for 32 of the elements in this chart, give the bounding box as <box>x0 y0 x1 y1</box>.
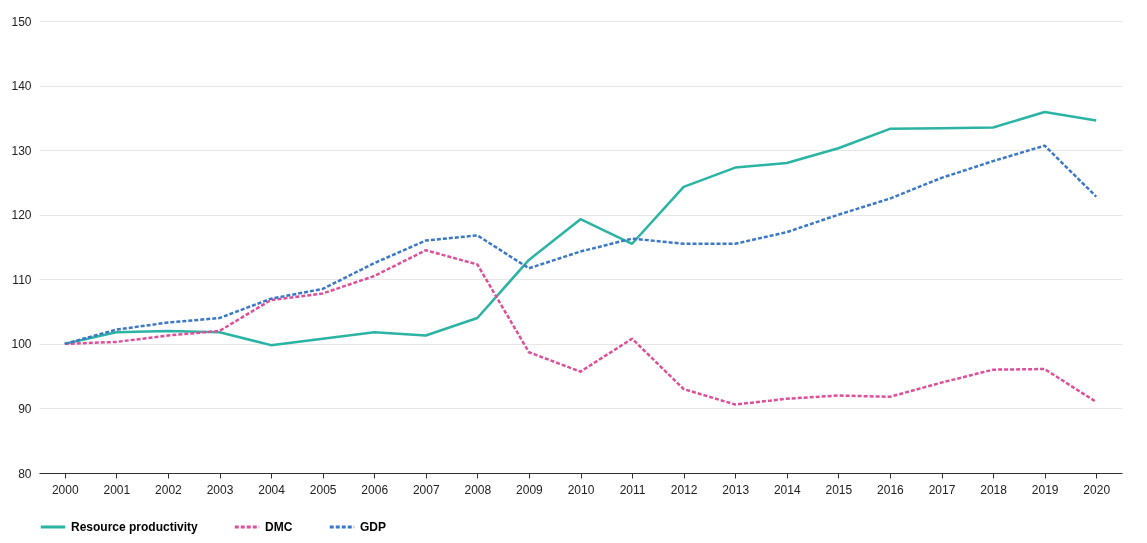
x-tick-label: 2013 <box>722 482 750 497</box>
x-tick-label: 2017 <box>928 482 956 497</box>
x-tick-label: 2018 <box>980 482 1008 497</box>
x-tick-label: 2004 <box>258 482 286 497</box>
x-tick-label: 2006 <box>361 482 389 497</box>
x-tick-label: 2000 <box>51 482 79 497</box>
y-tick-label: 100 <box>11 337 32 352</box>
legend-label: DMC <box>265 520 293 534</box>
y-tick-label: 90 <box>18 401 32 416</box>
y-tick-label: 120 <box>11 208 32 223</box>
x-tick-label: 2020 <box>1083 482 1111 497</box>
y-tick-label: 150 <box>11 14 32 29</box>
x-tick-label: 2014 <box>773 482 801 497</box>
x-tick-label: 2007 <box>412 482 440 497</box>
x-tick-label: 2012 <box>670 482 698 497</box>
legend-label: GDP <box>360 520 387 534</box>
x-tick-label: 2010 <box>567 482 595 497</box>
x-tick-label: 2019 <box>1031 482 1059 497</box>
x-tick-label: 2011 <box>619 482 646 497</box>
x-tick-label: 2001 <box>103 482 131 497</box>
y-tick-label: 80 <box>18 466 32 481</box>
legend-label: Resource productivity <box>71 520 199 534</box>
x-tick-label: 2016 <box>877 482 905 497</box>
x-tick-label: 2005 <box>309 482 337 497</box>
y-tick-label: 130 <box>11 143 32 158</box>
y-tick-label: 140 <box>11 79 32 94</box>
x-tick-label: 2008 <box>464 482 492 497</box>
x-tick-label: 2015 <box>825 482 853 497</box>
y-tick-label: 110 <box>12 272 32 287</box>
x-tick-label: 2002 <box>155 482 183 497</box>
x-tick-label: 2009 <box>516 482 544 497</box>
x-tick-label: 2003 <box>206 482 234 497</box>
